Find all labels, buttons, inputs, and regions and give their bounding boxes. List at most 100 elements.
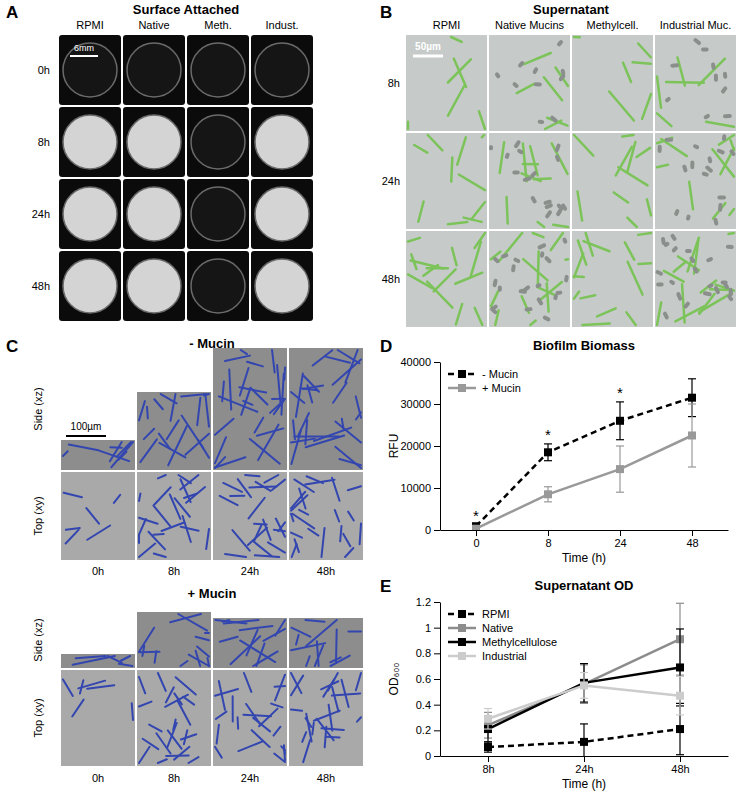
texture [271,704,282,708]
tick: 48 [686,530,698,549]
error-bar-cap [544,501,552,502]
texture [581,295,596,298]
side-image [61,440,135,470]
texture [538,222,545,227]
texture [553,225,568,227]
tick: 1 [425,622,440,634]
error-bar-cap [688,403,696,404]
texture [317,719,334,741]
texture [614,192,628,202]
error-bar-cap [580,723,588,724]
texture [343,534,350,546]
texture [248,528,267,545]
time-label: 24h [241,565,259,577]
marker [544,490,552,498]
error-bar-cap [688,378,696,379]
texture [315,645,323,666]
texture [642,94,651,119]
time-label: 24h [241,772,259,784]
panel-label: C [6,337,18,356]
well [63,187,117,241]
legend-marker [458,652,466,660]
texture [523,143,527,181]
texture [161,523,184,531]
texture [708,158,713,161]
texture [185,434,209,455]
marker [676,692,684,700]
texture [657,302,661,325]
tick-label: 20000 [400,440,431,452]
texture [306,714,311,742]
well [255,115,309,169]
column-header: Methylcell. [587,19,639,31]
well [255,259,309,313]
texture [455,273,482,284]
scale-bar-label: 6mm [74,43,94,53]
tick-label: 0 [425,750,431,762]
well [127,187,181,241]
texture [647,199,651,215]
texture [505,155,510,157]
texture [139,544,155,557]
texture [725,114,730,118]
texture [495,259,497,261]
tick: 24h [575,756,593,775]
texture [110,446,121,448]
texture [257,428,283,435]
texture [206,529,209,549]
texture [731,140,734,150]
texture [302,732,306,742]
texture [522,289,525,294]
texture [291,533,302,538]
texture [609,92,634,121]
texture [176,677,196,694]
legend-marker [458,384,466,392]
marker [544,448,552,456]
texture [678,57,685,85]
texture [335,510,339,521]
texture [708,259,711,260]
texture [250,439,280,464]
error-bar-cap [616,439,624,440]
error-bar-cap [484,741,492,742]
texture [729,297,731,300]
texture [119,664,133,666]
texture [665,314,667,318]
texture [499,233,522,261]
tick-mark [584,756,585,762]
texture [356,412,361,419]
texture [255,555,279,557]
column-header: Native [138,19,169,31]
well-image [123,107,185,177]
legend-marker [458,638,466,646]
texture [428,135,443,150]
texture [314,428,351,441]
texture [574,291,579,298]
texture [306,620,337,646]
micrograph [655,133,736,229]
texture [215,419,234,435]
texture [519,151,521,152]
texture [464,218,482,222]
texture [623,63,631,82]
figure: ASurface AttachedRPMINativeMeth.Indust.0… [0,0,740,796]
texture [108,656,122,663]
texture [418,202,423,222]
texture [723,280,726,284]
texture [699,59,725,86]
texture [557,291,560,295]
tick: 8h [482,756,494,775]
panel-c: C- MucinSide (xz)Top (xy)0h8h24h48h+ Muc… [6,336,363,784]
texture [565,258,568,261]
tick: 40000 [400,356,440,368]
tick-label: 0.8 [416,647,431,659]
texture [284,745,285,760]
texture [312,723,313,735]
chart: DBiofilm Biomass010000200003000040000082… [380,337,729,565]
column-header: Native Mucins [495,19,565,31]
chart-title: Biofilm Biomass [533,338,635,353]
error-bar [676,629,684,706]
texture [87,525,110,539]
texture [64,493,82,498]
panel-label: D [380,337,392,356]
